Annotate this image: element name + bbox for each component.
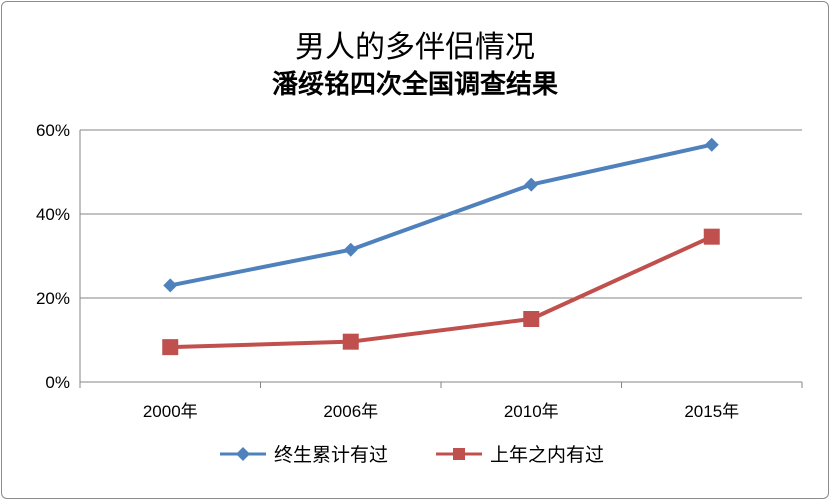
series-line-2 [170,234,713,350]
series-1-point [343,242,358,257]
y-tick-label: 40% [36,205,70,224]
legend-label-series-1: 终生累计有过 [274,444,389,466]
series-1-point [163,278,178,293]
chart-subtitle: 潘绥铭四次全国调查结果 [271,70,558,100]
legend-swatch-series-1 [220,446,266,461]
legend-item-series-1: 终生累计有过 [218,440,388,467]
x-tick-label: 2010年 [504,402,559,421]
series-2-point [703,228,720,245]
y-tick-label: 20% [36,289,70,308]
x-tick-label: 2006年 [323,402,378,421]
series-line-1 [169,142,713,288]
legend-swatch-series-2 [436,447,482,460]
series-1-point [704,137,719,152]
legend-item-series-2: 上年之内有过 [434,440,604,467]
x-tick-label: 2000年 [143,402,198,421]
y-tick-label: 60% [36,121,70,140]
chart-title: 男人的多伴侣情况 [295,30,535,65]
series-2-point [342,333,359,350]
legend-label-series-2: 上年之内有过 [490,444,605,466]
series-2-point [162,339,179,356]
series-2-point [523,311,540,327]
series-1-point [524,177,539,192]
x-tick-label: 2015年 [684,402,739,421]
y-tick-label: 0% [45,373,70,392]
